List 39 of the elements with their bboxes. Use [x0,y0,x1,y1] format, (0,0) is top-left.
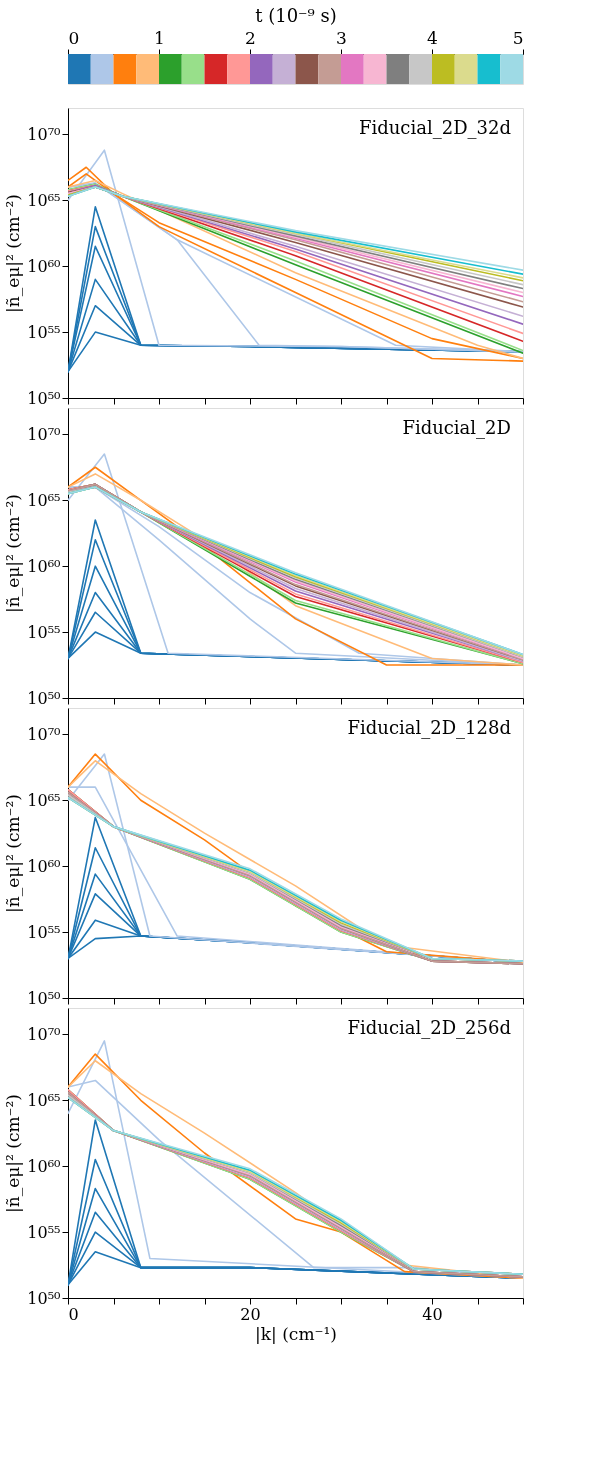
y-tick-label: 10⁶⁵ [27,490,61,510]
y-axis-title: |ñ_eμ|² (cm⁻²) [3,794,24,913]
y-tick-label: 10⁶⁵ [27,790,61,810]
y-axis-title: |ñ_eμ|² (cm⁻²) [3,194,24,313]
x-tick-label: 40 [422,1304,443,1324]
x-axis-title: |k| (cm⁻¹) [255,1323,337,1344]
y-tick-label: 10⁵⁵ [27,322,61,342]
y-tick-label: 10⁵⁰ [27,1288,61,1308]
color-bar-label: 3 [336,27,347,48]
text: Fiducial_2D_128d [347,717,511,739]
y-axis-title: |ñ_eμ|² (cm⁻²) [3,1094,24,1213]
y-tick-label: 10⁶⁵ [27,190,61,210]
y-tick-label: 10⁵⁰ [27,688,61,708]
text: Fiducial_2D_32d [359,117,511,139]
x-tick-label: 20 [240,1304,261,1324]
y-tick-label: 10⁵⁰ [27,388,61,408]
y-tick-label: 10⁵⁵ [27,1222,61,1242]
color-bar-label: 0 [68,27,80,48]
color-bar-label: 2 [245,27,256,48]
color-bar-label: 1 [154,27,165,48]
y-tick-label: 10⁵⁵ [27,922,61,942]
y-tick-label: 10⁶⁰ [27,256,61,276]
color-bar-label: 5 [512,27,524,48]
y-tick-label: 10⁵⁵ [27,622,61,642]
text: Fiducial_2D [402,417,511,439]
x-tick-label: 0 [68,1304,79,1324]
y-tick-label: 10⁵⁰ [27,988,61,1008]
y-tick-label: 10⁶⁰ [27,556,61,576]
color-bar-title: t (10⁻⁹ s) [255,4,337,26]
y-tick-label: 10⁷⁰ [27,724,61,744]
text: Fiducial_2D_256d [347,1017,511,1039]
y-tick-label: 10⁷⁰ [27,124,61,144]
y-tick-label: 10⁷⁰ [27,1024,61,1044]
y-tick-label: 10⁷⁰ [27,424,61,444]
y-axis-title: |ñ_eμ|² (cm⁻²) [3,494,24,613]
y-tick-label: 10⁶⁵ [27,1090,61,1110]
y-tick-label: 10⁶⁰ [27,1156,61,1176]
y-tick-label: 10⁶⁰ [27,856,61,876]
color-bar-label: 4 [427,27,438,48]
